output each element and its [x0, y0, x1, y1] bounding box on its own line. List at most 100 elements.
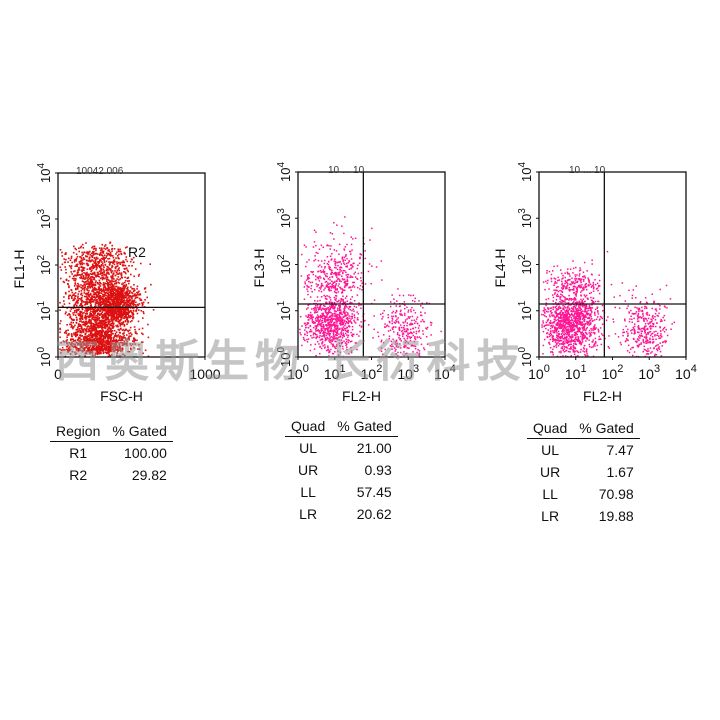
- event-dot: [314, 325, 316, 327]
- event-dot: [312, 316, 314, 318]
- event-dot: [67, 297, 70, 300]
- event-dot: [392, 310, 395, 313]
- event-dot: [138, 344, 140, 346]
- event-dot: [79, 317, 81, 320]
- event-dot: [316, 304, 319, 306]
- event-dot: [77, 293, 80, 295]
- event-dot: [71, 318, 73, 321]
- event-dot: [107, 317, 109, 320]
- event-dot: [116, 354, 118, 357]
- event-dot: [351, 315, 353, 318]
- event-dot: [86, 337, 89, 340]
- event-dot: [320, 339, 323, 341]
- event-dot: [92, 329, 95, 332]
- event-dot: [320, 324, 322, 327]
- event-dot: [325, 280, 328, 283]
- event-dot: [119, 289, 122, 292]
- event-dot: [100, 288, 103, 290]
- event-dot: [100, 320, 103, 323]
- event-dot: [76, 304, 78, 307]
- event-dot: [96, 282, 99, 284]
- event-dot: [350, 340, 353, 342]
- event-dot: [118, 320, 121, 323]
- event-dot: [361, 286, 364, 288]
- event-dot: [308, 259, 310, 261]
- event-dot: [94, 335, 97, 337]
- event-dot: [315, 354, 317, 357]
- event-dot: [117, 276, 120, 278]
- event-dot: [318, 290, 320, 292]
- event-dot: [116, 255, 119, 257]
- event-dot: [80, 349, 82, 352]
- event-dot: [561, 294, 563, 296]
- event-dot: [397, 317, 399, 319]
- event-dot: [333, 301, 336, 304]
- event-dot: [79, 337, 81, 339]
- event-dot: [87, 335, 90, 338]
- event-dot: [90, 282, 92, 285]
- event-dot: [430, 334, 432, 336]
- event-dot: [85, 283, 88, 285]
- event-dot: [120, 335, 123, 338]
- event-dot: [322, 269, 325, 271]
- event-dot: [321, 317, 324, 320]
- event-dot: [90, 270, 92, 273]
- event-dot: [108, 337, 110, 339]
- event-dot: [395, 348, 397, 351]
- event-dot: [126, 318, 129, 321]
- event-dot: [110, 315, 113, 317]
- event-dot: [339, 286, 341, 289]
- event-dot: [339, 351, 342, 354]
- event-dot: [330, 327, 333, 329]
- event-dot: [316, 325, 319, 327]
- event-dot: [321, 338, 324, 341]
- event-dot: [395, 309, 398, 312]
- event-dot: [117, 298, 119, 300]
- event-dot: [91, 273, 93, 276]
- event-dot: [341, 288, 344, 290]
- event-dot: [129, 335, 132, 337]
- event-dot: [92, 318, 95, 321]
- event-dot: [344, 315, 347, 317]
- event-dot: [68, 333, 70, 335]
- event-dot: [96, 299, 98, 301]
- event-dot: [321, 335, 323, 337]
- event-dot: [333, 345, 336, 348]
- event-dot: [102, 258, 105, 260]
- event-dot: [129, 291, 131, 294]
- event-dot: [134, 331, 137, 333]
- event-dot: [79, 320, 81, 323]
- event-dot: [122, 308, 124, 310]
- event-dot: [118, 322, 120, 325]
- event-dot: [404, 339, 406, 341]
- event-dot: [108, 321, 110, 324]
- event-dot: [326, 327, 329, 329]
- event-dot: [118, 272, 121, 275]
- event-dot: [108, 294, 111, 296]
- event-dot: [325, 334, 328, 337]
- event-dot: [328, 265, 330, 268]
- event-dot: [65, 311, 67, 313]
- event-dot: [130, 348, 132, 351]
- event-dot: [110, 330, 113, 332]
- event-dot: [414, 312, 417, 314]
- event-dot: [335, 284, 337, 286]
- event-dot: [142, 317, 144, 319]
- event-dot: [106, 302, 108, 304]
- event-dot: [122, 307, 124, 309]
- event-dot: [104, 245, 106, 247]
- event-dot: [360, 254, 363, 256]
- event-dot: [331, 285, 334, 288]
- event-dot: [648, 331, 651, 333]
- event-dot: [418, 329, 421, 332]
- y-axis-label: FL1-H: [11, 250, 27, 289]
- event-dot: [336, 276, 338, 279]
- event-dot: [98, 247, 101, 249]
- event-dot: [92, 281, 94, 284]
- event-dot: [59, 309, 61, 311]
- event-dot: [82, 347, 84, 350]
- event-dot: [106, 308, 108, 310]
- event-dot: [108, 264, 111, 266]
- event-dot: [333, 281, 336, 284]
- event-dot: [315, 275, 317, 277]
